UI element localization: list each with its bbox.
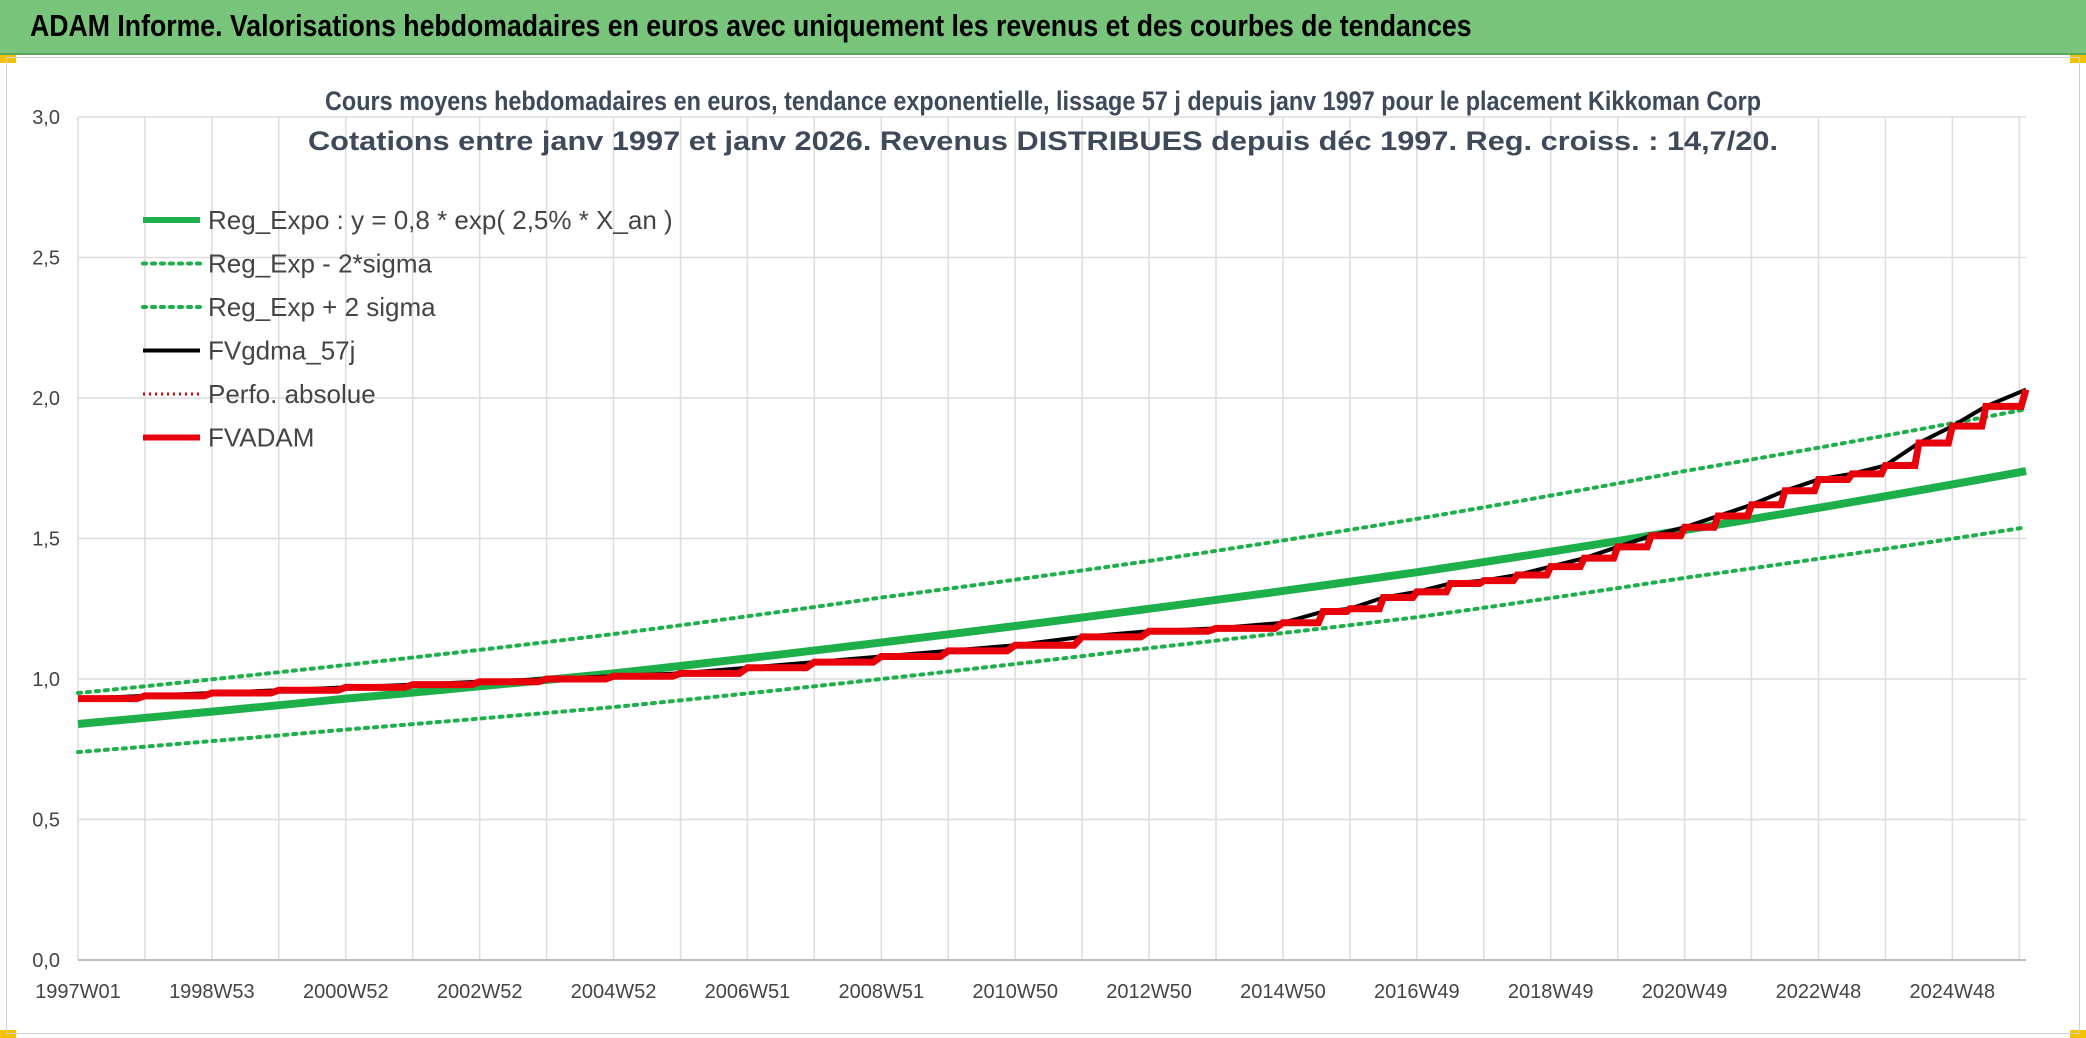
x-tick-label: 2006W51 [705, 981, 791, 1003]
legend-label-lower: Reg_Exp - 2*sigma [208, 249, 433, 279]
x-tick-label: 2020W49 [1642, 981, 1728, 1003]
y-tick-label: 2,5 [32, 248, 60, 270]
y-tick-label: 0,0 [32, 950, 60, 972]
series-line-lower [76, 525, 2028, 755]
corner-marker-bottom-left [0, 1030, 16, 1038]
x-tick-label: 2010W50 [972, 981, 1058, 1003]
legend-label-perfo: Perfo. absolue [208, 379, 376, 409]
legend-label-upper: Reg_Exp + 2 sigma [208, 292, 436, 322]
x-tick-label: 2008W51 [838, 981, 924, 1003]
chart-frame [6, 57, 2080, 1034]
x-tick-label: 2024W48 [1910, 981, 1996, 1003]
chart-title-line1: Cours moyens hebdomadaires en euros, ten… [325, 86, 1761, 116]
series-line-gdma [77, 387, 2027, 701]
y-tick-label: 3,0 [32, 107, 60, 129]
series-line-fvadam [78, 388, 2030, 703]
corner-marker-bottom-right [2070, 1030, 2086, 1038]
y-tick-label: 2,0 [32, 388, 60, 410]
x-tick-label: 2014W50 [1240, 981, 1326, 1003]
y-tick-label: 0,5 [32, 810, 60, 832]
chart-title-line2: Cotations entre janv 1997 et janv 2026. … [308, 126, 1778, 156]
x-tick-label: 2012W50 [1106, 981, 1192, 1003]
page-title: ADAM Informe. Valorisations hebdomadaire… [30, 8, 1472, 43]
x-tick-label: 2000W52 [303, 981, 389, 1003]
y-tick-label: 1,5 [32, 529, 60, 551]
x-tick-label: 1997W01 [35, 981, 121, 1003]
x-tick-label: 2018W49 [1508, 981, 1594, 1003]
header-bar: ADAM Informe. Valorisations hebdomadaire… [0, 0, 2086, 55]
legend-label-gdma: FVgdma_57j [208, 336, 355, 366]
corner-marker-top-right [2070, 55, 2086, 63]
x-tick-label: 1998W53 [169, 981, 255, 1003]
x-tick-label: 2022W48 [1776, 981, 1862, 1003]
corner-marker-top-left [0, 55, 16, 63]
series-line-upper [76, 407, 2028, 696]
x-tick-label: 2004W52 [571, 981, 657, 1003]
x-tick-label: 2002W52 [437, 981, 523, 1003]
x-tick-label: 2016W49 [1374, 981, 1460, 1003]
y-tick-label: 1,0 [32, 669, 60, 691]
legend-label-reg: Reg_Expo : y = 0,8 * exp( 2,5% * X_an ) [208, 205, 673, 235]
legend: Reg_Expo : y = 0,8 * exp( 2,5% * X_an ) R… [141, 205, 673, 453]
legend-label-fvadam: FVADAM [208, 423, 314, 453]
